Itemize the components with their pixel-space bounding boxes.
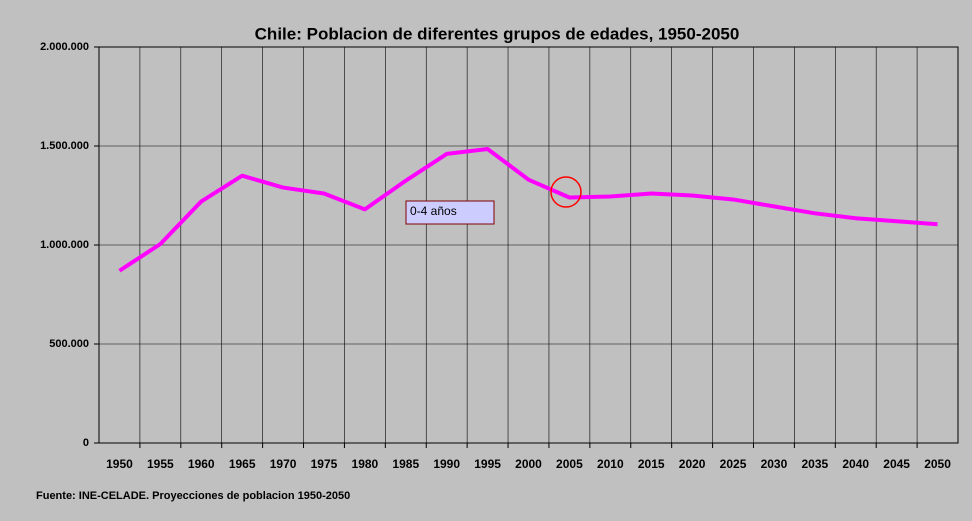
x-tick-label: 2030 <box>761 457 788 471</box>
x-tick-label: 2005 <box>556 457 583 471</box>
y-tick-label: 0 <box>83 437 89 449</box>
x-tick-label: 1965 <box>229 457 256 471</box>
data-line <box>118 146 938 273</box>
x-tick-label: 2040 <box>842 457 869 471</box>
y-tick-label: 1.500.000 <box>40 140 89 152</box>
x-tick-label: 1960 <box>188 457 215 471</box>
y-tick-label: 500.000 <box>49 338 89 350</box>
x-tick-label: 2000 <box>515 457 542 471</box>
x-tick-label: 2015 <box>638 457 665 471</box>
y-tick-label: 1.000.000 <box>40 239 89 251</box>
x-tick-label: 1970 <box>270 457 297 471</box>
x-tick-label: 1990 <box>433 457 460 471</box>
x-tick-label: 2010 <box>597 457 624 471</box>
x-tick-label: 2035 <box>801 457 828 471</box>
x-tick-label: 2025 <box>720 457 747 471</box>
chart-title: Chile: Poblacion de diferentes grupos de… <box>255 24 740 43</box>
highlight-circle <box>550 176 582 208</box>
series-label-box <box>405 200 495 225</box>
marks: 0 500.000 1.000.000 1.500.000 2.000.000 1950 1… <box>40 41 958 471</box>
x-tick-label: 1955 <box>147 457 174 471</box>
x-tick-label: 1995 <box>474 457 501 471</box>
x-tick-label: 1980 <box>352 457 379 471</box>
x-tick-label: 1950 <box>106 457 133 471</box>
x-tick-label: 1975 <box>311 457 338 471</box>
x-tick-label: 2050 <box>924 457 951 471</box>
x-tick-label: 1985 <box>392 457 419 471</box>
series-label: 0-4 años <box>410 204 457 218</box>
source-note: Fuente: INE-CELADE. Proyecciones de pobl… <box>36 490 350 502</box>
x-tick-label: 2020 <box>679 457 706 471</box>
x-tick-label: 2045 <box>883 457 910 471</box>
y-tick-label: 2.000.000 <box>40 41 89 53</box>
